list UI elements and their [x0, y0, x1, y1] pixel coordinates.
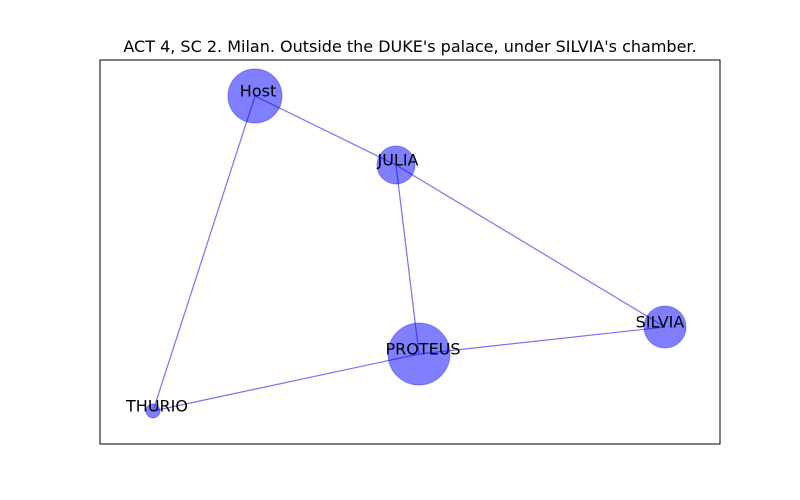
plot-frame — [99, 59, 721, 445]
edge-julia-proteus — [395, 164, 420, 355]
edge-host-thurio — [152, 95, 256, 412]
node-julia — [376, 145, 416, 185]
node-label-host: Host — [240, 82, 276, 101]
node-label-julia: JULIA — [376, 151, 418, 170]
node-host — [227, 68, 283, 124]
edge-proteus-silvia — [418, 326, 666, 355]
edge-proteus-thurio — [152, 353, 420, 412]
node-silvia — [643, 305, 687, 349]
node-layer — [145, 68, 687, 419]
node-proteus — [387, 322, 451, 386]
edge-layer — [152, 95, 666, 412]
node-label-thurio: THURIO — [125, 397, 188, 416]
edge-julia-silvia — [395, 164, 666, 328]
figure-title: ACT 4, SC 2. Milan. Outside the DUKE's p… — [123, 37, 696, 56]
node-label-silvia: SILVIA — [636, 313, 685, 332]
label-layer: Host JULIA SILVIA PROTEUS THURIO — [125, 82, 684, 416]
node-label-proteus: PROTEUS — [385, 340, 460, 359]
node-thurio — [145, 403, 161, 419]
